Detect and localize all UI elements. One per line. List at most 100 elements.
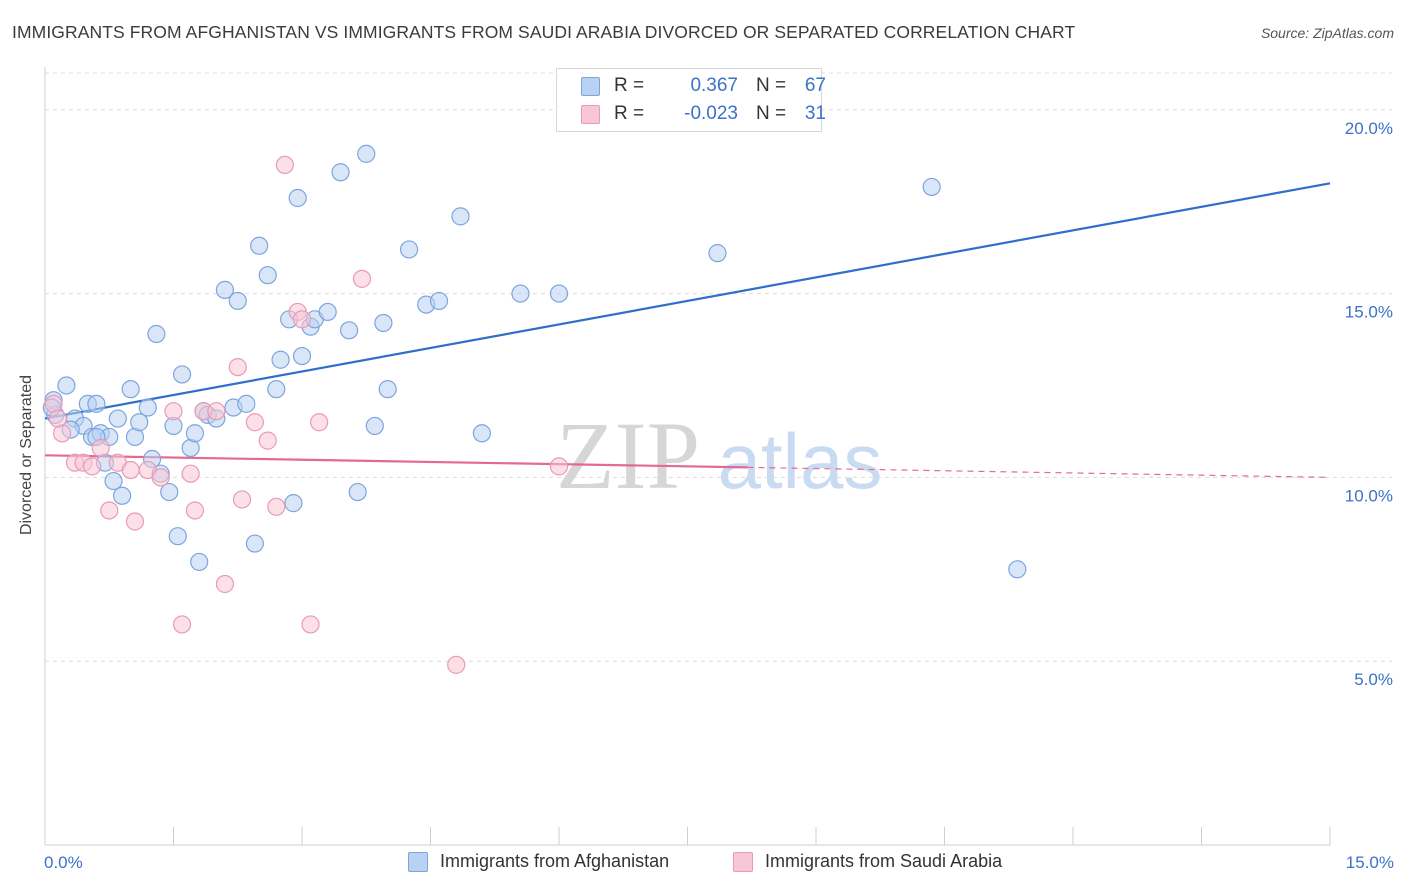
trend-line-extension-saudi-arabia <box>747 466 1331 478</box>
point-afghanistan <box>108 409 127 428</box>
point-afghanistan <box>237 394 256 413</box>
legend-n-value: 31 <box>804 103 826 124</box>
point-saudi-arabia <box>125 512 145 531</box>
point-afghanistan <box>172 365 192 384</box>
point-afghanistan <box>708 244 727 263</box>
point-afghanistan <box>258 266 277 285</box>
point-afghanistan <box>331 163 350 182</box>
point-saudi-arabia <box>91 438 110 458</box>
series-legend-saudi-arabia: Immigrants from Saudi Arabia <box>733 851 1002 872</box>
point-afghanistan <box>215 280 234 299</box>
point-saudi-arabia <box>447 655 466 674</box>
legend-r-value: -0.023 <box>684 103 738 124</box>
point-saudi-arabia <box>267 497 286 516</box>
legend-n-label: N = <box>756 75 787 96</box>
legend-swatch-afghanistan <box>581 76 600 96</box>
point-saudi-arabia <box>172 615 192 634</box>
legend-r-value: 0.367 <box>690 75 738 96</box>
y-tick-label-20: 20.0% <box>1345 119 1393 138</box>
point-afghanistan <box>57 376 76 395</box>
point-saudi-arabia <box>275 155 294 175</box>
watermark-zip: ZIP <box>556 402 700 509</box>
point-saudi-arabia <box>310 413 329 432</box>
point-afghanistan <box>190 552 209 572</box>
point-saudi-arabia <box>228 357 247 377</box>
point-afghanistan <box>160 482 179 502</box>
point-saudi-arabia <box>185 501 205 520</box>
point-afghanistan <box>374 313 393 333</box>
legend-row-afghanistan: R = 0.367 N = 67 <box>557 73 826 99</box>
point-afghanistan <box>451 207 470 226</box>
point-saudi-arabia <box>83 457 102 476</box>
y-tick-labels: 20.0% 15.0% 10.0% 5.0% <box>1345 119 1393 689</box>
point-afghanistan <box>318 302 337 322</box>
series-legend-afghanistan: Immigrants from Afghanistan <box>408 851 669 872</box>
point-afghanistan <box>250 236 269 255</box>
point-saudi-arabia <box>549 457 569 476</box>
series-name-saudi-arabia: Immigrants from Saudi Arabia <box>765 851 1003 871</box>
point-afghanistan <box>228 291 247 311</box>
legend-swatch-saudi-arabia <box>581 104 600 124</box>
point-afghanistan <box>245 534 264 553</box>
series-swatch-saudi-arabia <box>733 851 753 872</box>
point-afghanistan <box>357 144 376 163</box>
point-saudi-arabia <box>301 615 320 634</box>
point-afghanistan <box>340 321 359 340</box>
point-afghanistan <box>185 424 205 443</box>
point-afghanistan <box>399 240 419 259</box>
point-afghanistan <box>104 471 123 491</box>
watermark: ZIP atlas <box>556 402 882 509</box>
legend-n-value: 67 <box>804 75 826 96</box>
grid-lines <box>45 72 1392 662</box>
series-swatch-afghanistan <box>408 851 428 872</box>
point-saudi-arabia <box>181 464 200 483</box>
legend-n-label: N = <box>756 103 787 124</box>
point-afghanistan <box>284 494 303 513</box>
legend-r-label: R = <box>614 103 645 124</box>
point-afghanistan <box>1008 560 1027 579</box>
point-saudi-arabia <box>121 460 140 480</box>
y-tick-label-15: 15.0% <box>1345 303 1393 322</box>
point-afghanistan <box>138 398 157 417</box>
point-afghanistan <box>549 284 569 303</box>
point-saudi-arabia <box>292 310 312 329</box>
point-saudi-arabia <box>352 269 372 288</box>
point-saudi-arabia <box>245 413 264 432</box>
point-afghanistan <box>922 177 941 197</box>
point-afghanistan <box>168 527 187 546</box>
point-saudi-arabia <box>151 468 170 487</box>
point-afghanistan <box>130 413 149 432</box>
data-points <box>42 144 1027 674</box>
trend-line-saudi-arabia <box>44 454 748 469</box>
point-saudi-arabia <box>164 402 183 421</box>
point-afghanistan <box>511 284 530 303</box>
point-afghanistan <box>121 380 140 399</box>
points-saudi-arabia <box>44 155 569 674</box>
point-afghanistan <box>87 394 106 413</box>
y-tick-label-10: 10.0% <box>1345 486 1393 505</box>
point-afghanistan <box>271 350 290 369</box>
x-tick-label-max: 15.0% <box>1345 853 1394 872</box>
point-saudi-arabia <box>215 574 234 594</box>
chart-title: IMMIGRANTS FROM AFGHANISTAN VS IMMIGRANT… <box>12 22 1076 42</box>
point-saudi-arabia <box>258 431 277 450</box>
point-afghanistan <box>267 380 286 399</box>
trend-line-afghanistan <box>44 182 1331 420</box>
legend-row-saudi-arabia: R = -0.023 N = 31 <box>557 101 826 127</box>
correlation-legend: R = 0.367 N = 67 R = -0.023 N = 31 <box>556 68 826 132</box>
point-afghanistan <box>429 291 449 311</box>
y-axis-label: Divorced or Separated <box>18 374 35 536</box>
point-afghanistan <box>365 416 384 436</box>
series-name-afghanistan: Immigrants from Afghanistan <box>440 851 670 871</box>
point-saudi-arabia <box>232 490 252 509</box>
point-afghanistan <box>112 486 132 505</box>
point-afghanistan <box>378 380 397 399</box>
trend-lines <box>44 182 1331 478</box>
point-afghanistan <box>348 482 367 502</box>
legend-r-label: R = <box>614 75 645 96</box>
source-credit: Source: ZipAtlas.com <box>1260 25 1394 41</box>
point-afghanistan <box>288 188 307 208</box>
y-tick-label-5: 5.0% <box>1354 670 1393 689</box>
point-afghanistan <box>472 424 491 443</box>
